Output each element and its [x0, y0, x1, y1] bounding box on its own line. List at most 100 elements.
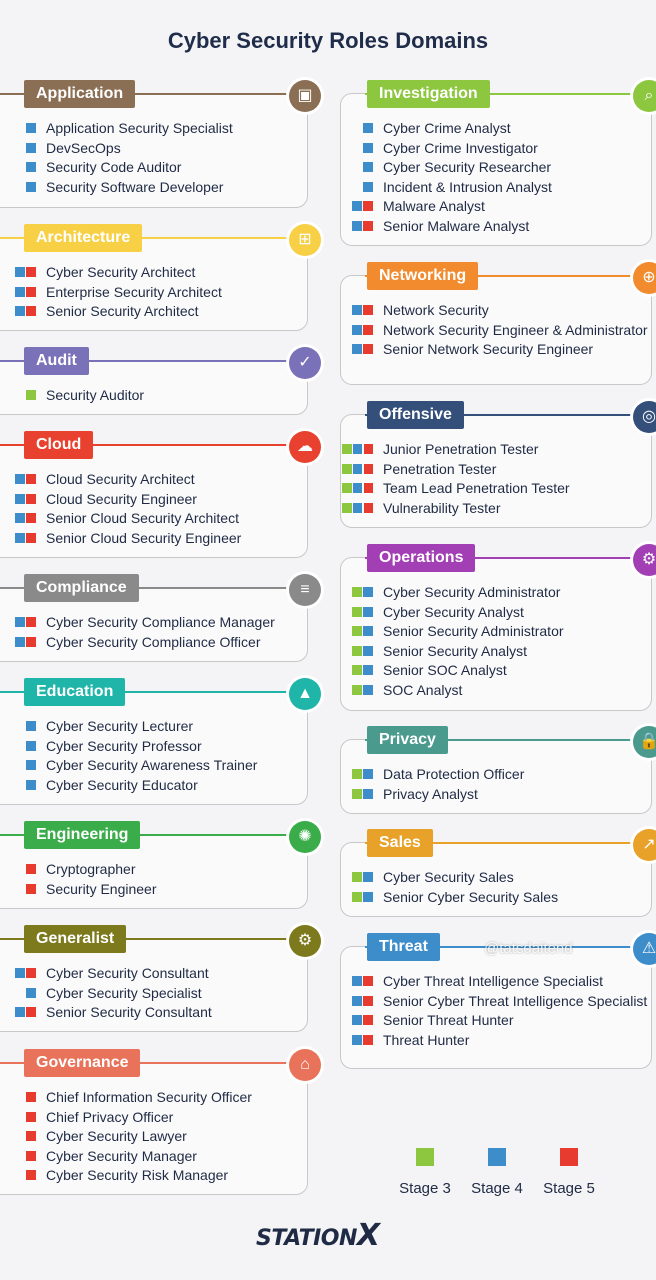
stage-4-marker [14, 513, 25, 524]
stage-4-marker [363, 665, 373, 676]
domain-header-line [0, 237, 291, 239]
stage-4-marker [14, 474, 25, 484]
stage-4-marker [14, 617, 25, 627]
stage-5-marker [363, 1015, 373, 1026]
role-item: Senior Cyber Security Sales [341, 889, 651, 906]
stage-markers [0, 491, 36, 504]
role-item: Enterprise Security Architect [0, 284, 307, 301]
domain-header-line [0, 834, 291, 836]
stage-3-marker [342, 444, 352, 454]
stage-markers [0, 861, 36, 874]
role-item: Cyber Crime Investigator [341, 140, 651, 157]
stage-markers [341, 1032, 373, 1045]
domain-card-governance: Governance ⌂ Chief Information Security Of… [0, 1049, 321, 1195]
role-list: Network Security Network Security Enginee… [341, 302, 651, 361]
domain-label: Generalist [24, 925, 127, 953]
stage-4-marker [26, 123, 36, 133]
stage-markers [341, 441, 373, 454]
domain-label: Cloud [24, 431, 94, 459]
domain-label: Application [24, 80, 136, 108]
role-item: Senior Network Security Engineer [341, 341, 651, 358]
stage-4-marker [363, 788, 373, 799]
domain-card-sales: Sales ↗ Cyber Security Sales Senior Cyber S… [340, 829, 656, 917]
role-title: Cyber Security Sales [383, 869, 514, 885]
stage-4-marker [353, 444, 363, 454]
stage-markers [0, 387, 36, 400]
stage-markers [0, 1128, 36, 1142]
role-title: Senior SOC Analyst [383, 662, 507, 679]
stage-4-marker [351, 995, 362, 1006]
stage-markers [0, 1148, 36, 1161]
stage-5-marker [363, 201, 373, 212]
legend-label: Stage 3 [399, 1180, 451, 1197]
role-title: Security Software Developer [46, 178, 224, 195]
stage-4-marker [14, 493, 25, 504]
stage-markers [341, 159, 373, 173]
role-title: Security Auditor [46, 387, 145, 403]
stage-markers [0, 510, 36, 524]
stage-4-marker [363, 645, 373, 656]
stage-markers [0, 757, 36, 771]
stage-markers [341, 623, 373, 637]
stage-4-marker [353, 463, 363, 474]
role-title: Threat Hunter [383, 1031, 470, 1048]
role-item: Cyber Security Administrator [341, 584, 651, 601]
domain-header-line [0, 93, 291, 95]
stage-markers [0, 965, 36, 978]
stage-markers [341, 662, 373, 676]
stage-markers [341, 682, 373, 695]
stage-5-marker [26, 1170, 36, 1181]
domain-card-offensive: Offensive ◎ Junior Penetration Tester Penet… [340, 401, 656, 528]
role-title: Cyber Security Lawyer [46, 1128, 187, 1145]
role-item: Threat Hunter [341, 1032, 651, 1049]
role-list: Security Auditor [0, 387, 307, 407]
role-title: Senior Cyber Threat Intelligence Special… [383, 992, 648, 1009]
stage-4-marker [353, 483, 363, 494]
domain-label: Audit [24, 347, 89, 375]
stage-5-marker [26, 636, 36, 647]
legend-stage-5: Stage 5 [534, 1148, 604, 1198]
stage-3-marker [351, 872, 362, 882]
role-item: Cyber Security Lawyer [0, 1128, 307, 1145]
gear-circuit-icon: ✺ [289, 821, 321, 853]
role-item: SOC Analyst [341, 682, 651, 699]
domain-header-line [0, 1062, 291, 1064]
role-title: Cyber Security Professor [46, 737, 202, 754]
role-item: Senior Malware Analyst [341, 218, 651, 235]
domain-card-education: Education ▲ Cyber Security Lecturer Cyber S… [0, 678, 321, 805]
stage-4-marker [14, 532, 25, 543]
domain-card-application: Application ▣ Application Security Special… [0, 80, 321, 208]
role-item: Malware Analyst [341, 198, 651, 215]
stage-markers [0, 718, 36, 731]
role-item: Cyber Security Researcher [341, 159, 651, 176]
role-item: Cloud Security Architect [0, 471, 307, 488]
role-item: Senior Cloud Security Architect [0, 510, 307, 527]
warning-icon: ⚠ [633, 933, 656, 965]
role-title: Senior Security Administrator [383, 623, 564, 640]
stage-markers [0, 738, 36, 751]
role-item: Cyber Security Manager [0, 1148, 307, 1165]
stage-5-marker [26, 968, 36, 978]
domain-label: Education [24, 678, 126, 706]
stage-3-marker [342, 502, 352, 513]
stage-3-marker [351, 626, 362, 637]
domain-label: Offensive [367, 401, 464, 429]
role-title: Network Security [383, 302, 489, 318]
role-title: Chief Privacy Officer [46, 1108, 174, 1125]
role-item: Senior Security Analyst [341, 643, 651, 660]
role-title: Cyber Crime Analyst [383, 120, 511, 136]
domain-card-networking: Networking ⊕ Network Security Network Secur… [340, 262, 656, 385]
stage-5-marker [26, 493, 36, 504]
role-title: Network Security Engineer & Administrato… [383, 321, 648, 338]
logo-text: STATION [256, 1226, 357, 1251]
role-item: Incident & Intrusion Analyst [341, 179, 651, 196]
domain-label: Compliance [24, 574, 139, 602]
domain-header-line [0, 691, 291, 693]
stage-5-marker [363, 324, 373, 335]
role-title: Cryptographer [46, 861, 136, 877]
role-item: Senior Cyber Threat Intelligence Special… [341, 993, 651, 1010]
stage-4-marker [14, 267, 25, 277]
domain-label: Sales [367, 829, 433, 857]
role-item: Cyber Crime Analyst [341, 120, 651, 137]
role-title: Senior Security Consultant [46, 1004, 212, 1021]
